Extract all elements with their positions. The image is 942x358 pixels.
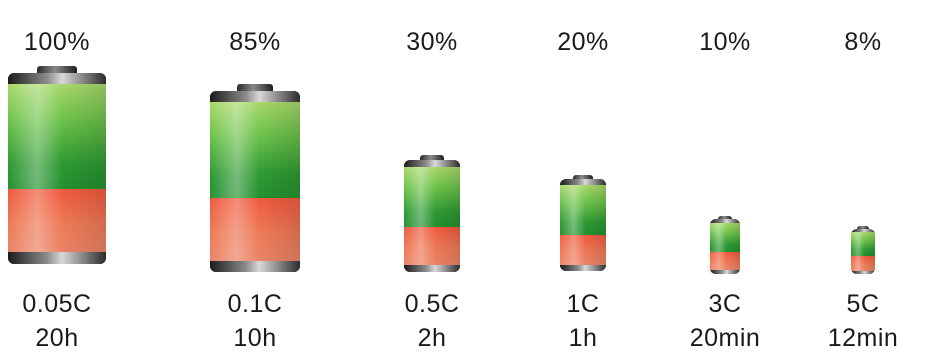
battery-terminal [573,175,593,180]
capacity-label: 10% [699,28,751,56]
battery-column: 100% 0.05C 20h [8,0,106,358]
discharge-rate-label: 1C [566,290,600,318]
battery-body [210,91,300,272]
discharge-time-label: 2h [417,324,447,352]
battery-body [8,73,106,264]
capacity-label: 20% [557,28,609,56]
capacity-label: 30% [406,28,458,56]
battery-body [851,229,875,274]
battery-icon [710,216,740,274]
battery-icon [210,84,300,272]
capacity-label: 100% [24,28,90,56]
battery-column: 85% 0.1C 10h [210,0,300,358]
battery-red-fill [560,235,606,265]
discharge-time-label: 12min [827,324,899,352]
battery-terminal [37,66,77,74]
discharge-rate-label: 3C [708,290,742,318]
battery-green-fill [8,84,106,189]
battery-red-fill [210,198,300,261]
battery-body [560,179,606,271]
battery-icon [8,66,106,264]
battery-terminal [857,226,869,230]
discharge-time-label: 20h [35,324,79,352]
battery-red-fill [710,252,740,270]
battery-terminal [718,216,732,220]
battery-column: 30% 0.5C 2h [404,0,460,358]
battery-column: 10% 3C 20min [690,0,760,358]
battery-green-fill [560,185,606,235]
battery-column: 20% 1C 1h [557,0,608,358]
battery-icon [404,155,460,272]
battery-green-fill [851,232,875,256]
battery-red-fill [404,227,460,265]
capacity-label: 85% [229,28,281,56]
capacity-label: 8% [844,28,882,56]
battery-column: 8% 5C 12min [828,0,898,358]
discharge-rate-label: 0.05C [22,290,92,318]
battery-body [710,219,740,274]
battery-body [404,160,460,272]
discharge-time-label: 20min [689,324,761,352]
battery-terminal [420,155,444,161]
discharge-time-label: 10h [233,324,277,352]
battery-red-fill [8,189,106,252]
battery-green-fill [210,102,300,198]
discharge-rate-label: 5C [846,290,880,318]
battery-red-fill [851,256,875,271]
discharge-time-label: 1h [568,324,598,352]
battery-icon [560,175,606,271]
battery-green-fill [710,223,740,252]
battery-terminal [237,84,273,92]
battery-icon [851,226,875,274]
battery-green-fill [404,167,460,227]
discharge-rate-label: 0.1C [227,290,283,318]
discharge-rate-label: 0.5C [404,290,460,318]
